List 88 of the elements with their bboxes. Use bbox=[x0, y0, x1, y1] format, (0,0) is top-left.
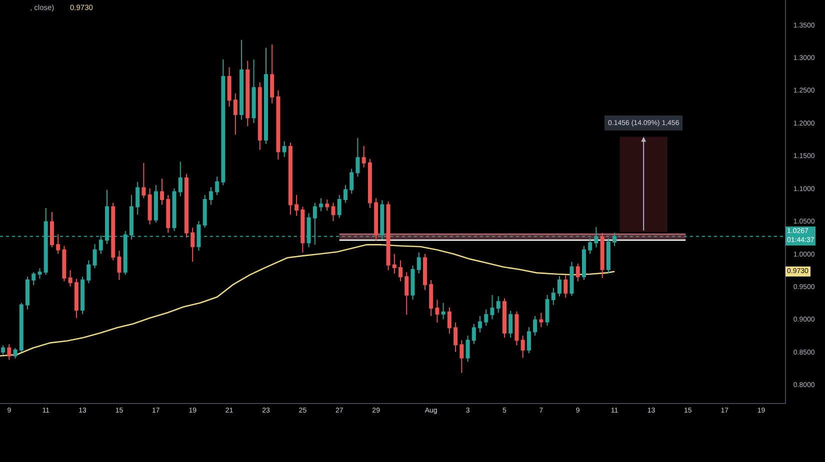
candlestick bbox=[533, 315, 538, 336]
candlestick bbox=[300, 206, 305, 254]
candlestick bbox=[26, 276, 30, 310]
candlestick bbox=[50, 211, 54, 248]
candlestick bbox=[172, 188, 176, 232]
candlestick bbox=[252, 59, 256, 124]
candlestick bbox=[545, 294, 550, 326]
candlestick bbox=[484, 308, 488, 326]
candlestick bbox=[570, 261, 574, 296]
candlestick bbox=[466, 335, 470, 362]
candlestick bbox=[576, 263, 580, 282]
candlestick bbox=[374, 198, 378, 242]
candlestick bbox=[410, 265, 415, 300]
candlestick bbox=[386, 201, 390, 271]
candlestick bbox=[13, 348, 18, 360]
candlestick bbox=[62, 245, 66, 282]
candlestick bbox=[178, 161, 182, 197]
candlestick bbox=[460, 340, 464, 374]
candlestick bbox=[86, 260, 91, 284]
candlestick bbox=[331, 202, 336, 222]
candlestick bbox=[356, 138, 360, 178]
candlestick bbox=[478, 315, 482, 333]
candlestick bbox=[111, 202, 116, 261]
candlestick bbox=[392, 253, 396, 274]
candlestick bbox=[142, 162, 146, 199]
candlestick bbox=[441, 302, 446, 320]
candlestick bbox=[502, 298, 506, 338]
candlestick bbox=[288, 142, 292, 216]
candlestick bbox=[166, 194, 170, 234]
candlestick bbox=[368, 158, 372, 209]
candlestick bbox=[582, 245, 586, 281]
candlestick bbox=[38, 268, 42, 280]
candlestick bbox=[136, 181, 140, 216]
candlestick bbox=[276, 90, 280, 160]
candlestick bbox=[221, 59, 226, 186]
candlestick bbox=[215, 176, 220, 196]
candlestick bbox=[558, 276, 562, 297]
candlestick bbox=[362, 145, 366, 168]
candlestick bbox=[294, 194, 299, 216]
candlestick bbox=[343, 184, 348, 204]
candlestick bbox=[454, 322, 458, 352]
candlestick bbox=[270, 44, 274, 104]
candlestick bbox=[422, 253, 427, 290]
candlestick bbox=[551, 287, 556, 306]
candlestick bbox=[80, 276, 85, 315]
candlestick bbox=[160, 178, 164, 206]
candlestick bbox=[514, 310, 519, 346]
candlestick bbox=[398, 260, 403, 282]
candlestick bbox=[490, 294, 494, 320]
candlestick bbox=[1, 344, 6, 356]
candlestick bbox=[337, 194, 342, 218]
candlestick bbox=[117, 250, 122, 281]
candlestick bbox=[258, 82, 262, 150]
candlestick bbox=[32, 272, 36, 286]
candlestick bbox=[148, 188, 152, 225]
candlestick bbox=[19, 302, 24, 352]
candlestick bbox=[564, 274, 568, 298]
candlestick bbox=[539, 312, 544, 328]
candlestick bbox=[319, 198, 324, 212]
candlestick bbox=[68, 270, 72, 288]
candlestick bbox=[233, 93, 238, 136]
candlestick bbox=[74, 278, 78, 318]
candlestick bbox=[350, 168, 354, 194]
candlestick bbox=[154, 184, 158, 223]
candlestick bbox=[496, 296, 500, 314]
candlestick bbox=[600, 232, 604, 279]
candlestick bbox=[227, 66, 232, 108]
candlestick bbox=[429, 280, 434, 316]
candlestick bbox=[92, 244, 97, 269]
candlestick bbox=[240, 39, 244, 120]
candlestick bbox=[520, 335, 525, 358]
candlestick bbox=[190, 227, 195, 262]
candlestick bbox=[184, 174, 188, 238]
candlestick bbox=[472, 323, 476, 345]
candlestick bbox=[246, 60, 250, 127]
candlestick bbox=[447, 306, 452, 334]
candlestick bbox=[264, 47, 268, 144]
candlestick bbox=[208, 186, 213, 206]
candlestick bbox=[282, 140, 286, 158]
candlestick bbox=[435, 299, 440, 324]
candlestick bbox=[508, 310, 513, 338]
candlestick bbox=[7, 344, 12, 360]
candlestick bbox=[404, 272, 409, 316]
candlestick bbox=[56, 234, 60, 254]
candlestick bbox=[202, 194, 207, 228]
candlestick bbox=[416, 252, 421, 274]
candlestick bbox=[325, 199, 330, 212]
candlestick bbox=[526, 326, 531, 354]
